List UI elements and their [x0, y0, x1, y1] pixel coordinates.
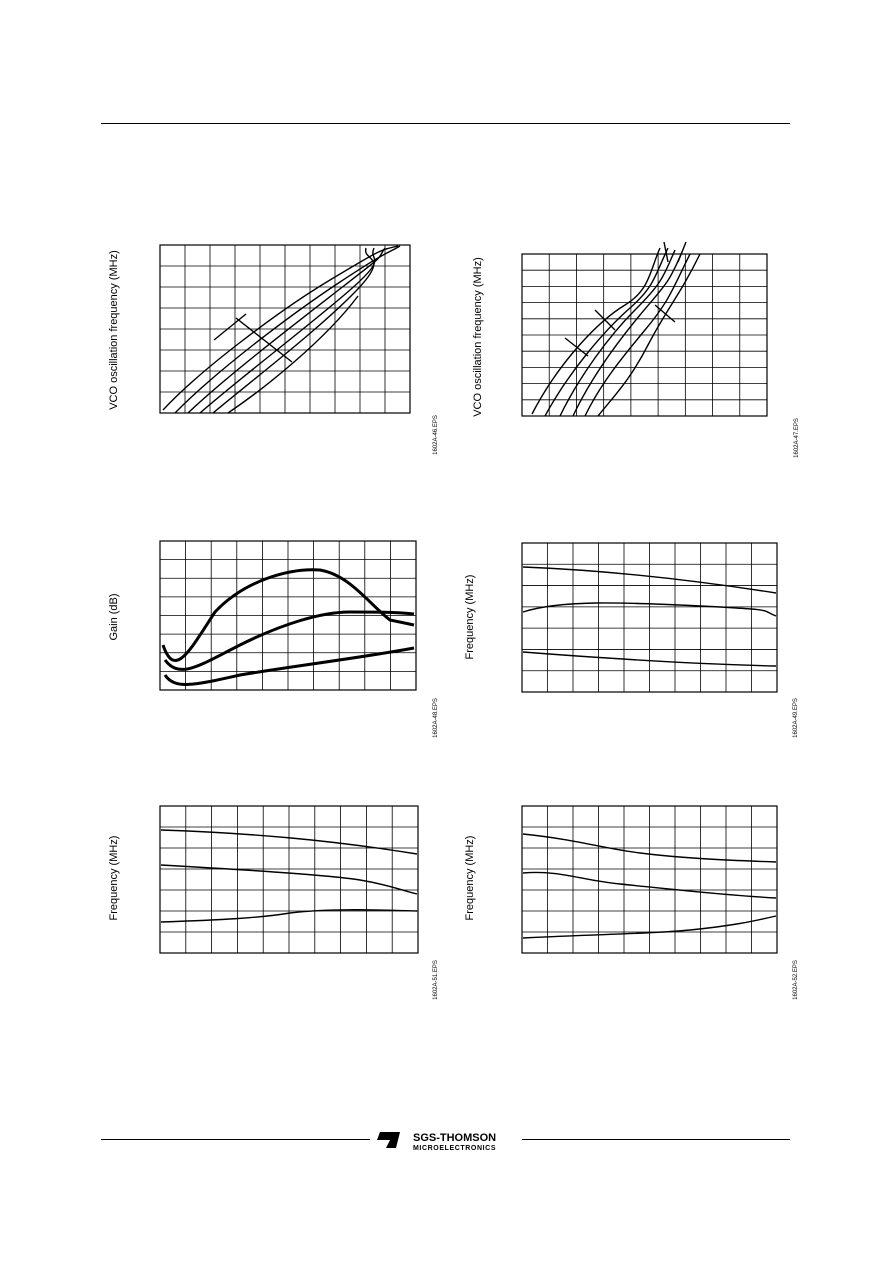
y-axis-label: Frequency (MHz) [108, 836, 120, 921]
plot-frame [159, 540, 417, 691]
plot-frame [159, 244, 411, 414]
curves-2 [531, 241, 701, 417]
figure-code: 1602A-47.EPS [794, 418, 800, 458]
plot-frame [159, 805, 419, 954]
curves-6 [522, 833, 777, 939]
curves-3 [161, 568, 415, 686]
figure-code: 1602A-51.EPS [433, 960, 439, 1000]
y-axis-label: VCO oscillation frequency (MHz) [108, 250, 120, 410]
curves-1 [162, 245, 401, 414]
figure-code: 1602A-52.EPS [793, 960, 799, 1000]
curves-4 [522, 566, 777, 667]
plot-frame [521, 805, 778, 954]
logo-mark [377, 1132, 400, 1148]
figure-code: 1602A-46.EPS [433, 415, 439, 455]
y-axis-label: VCO oscillation frequency (MHz) [472, 257, 484, 417]
figure-code: 1602A-49.EPS [793, 698, 799, 738]
brand: SGS-THOMSON [413, 1132, 496, 1144]
sub-brand: MICROELECTRONICS [413, 1145, 496, 1152]
plot-frame [521, 253, 768, 417]
y-axis-label: Gain (dB) [108, 593, 120, 640]
y-axis-label: Frequency (MHz) [464, 575, 476, 660]
plot-frame [521, 542, 778, 693]
y-axis-label: Frequency (MHz) [464, 836, 476, 921]
grids [159, 244, 778, 954]
figure-code: 1602A-48.EPS [433, 698, 439, 738]
curves-5 [160, 829, 418, 923]
labels: VCO oscillation frequency (MHz) 1602A-46.… [108, 250, 800, 1000]
